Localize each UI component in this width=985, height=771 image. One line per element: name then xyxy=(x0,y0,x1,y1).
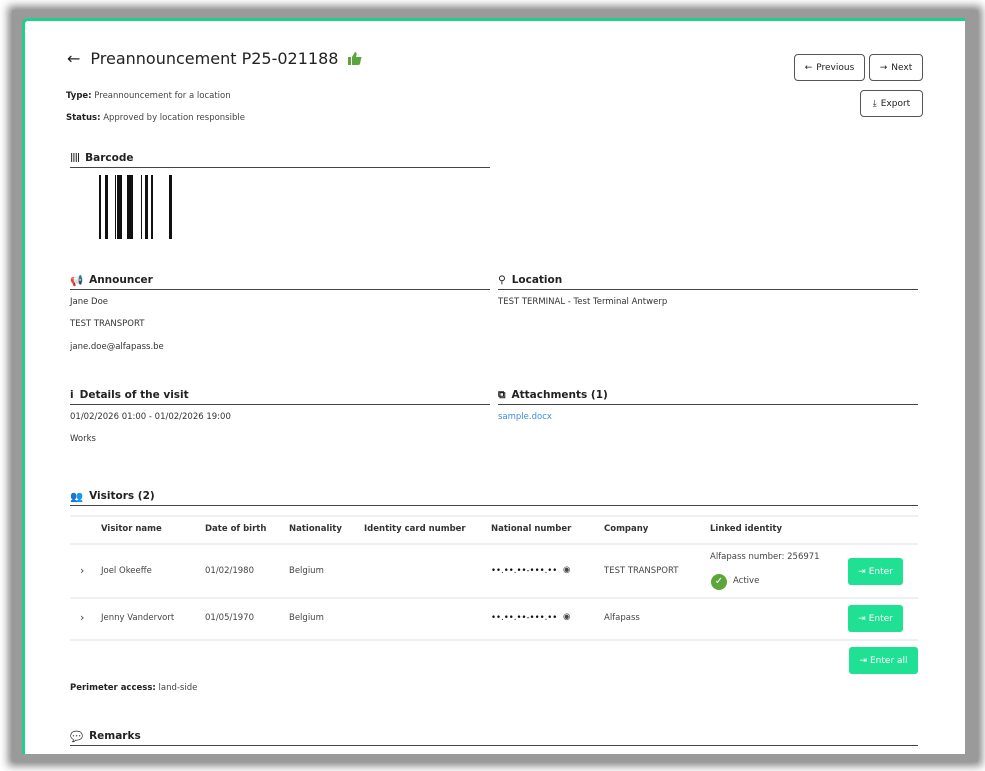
visitors-heading: 👥 Visitors (2) xyxy=(70,490,918,506)
divider xyxy=(70,543,918,545)
company: TEST TRANSPORT xyxy=(604,566,679,576)
announcer-email: jane.doe@alfapass.be xyxy=(70,342,164,352)
previous-button[interactable]: ← Previous xyxy=(794,54,865,81)
linked-identity: Alfapass number: 256971 xyxy=(710,552,820,562)
page-header: ← Preannouncement P25-021188 xyxy=(67,49,362,68)
barcode-bar xyxy=(119,175,122,239)
details-heading: i Details of the visit xyxy=(70,389,490,405)
info-icon: i xyxy=(70,389,74,401)
col-national-number: National number xyxy=(491,524,572,534)
announcer-company: TEST TRANSPORT xyxy=(70,319,145,329)
perimeter-access: Perimeter access: land-side xyxy=(70,683,198,693)
visitor-name: Joel Okeeffe xyxy=(101,566,152,576)
barcode-bar xyxy=(115,175,116,239)
nationality: Belgium xyxy=(289,566,324,576)
expand-chevron-icon[interactable]: › xyxy=(80,564,85,577)
barcode-bar xyxy=(130,175,133,239)
location-value: TEST TERMINAL - Test Terminal Antwerp xyxy=(498,297,668,307)
files-icon: ⧉ xyxy=(498,388,506,401)
sign-in-icon: ⇥ xyxy=(858,566,866,577)
barcode-bar xyxy=(105,175,108,239)
sign-in-icon: ⇥ xyxy=(859,655,867,666)
page-title: Preannouncement P25-021188 xyxy=(90,49,339,68)
barcode-bar xyxy=(145,175,148,239)
check-circle-icon: ✓ xyxy=(711,574,727,590)
thumbs-up-icon xyxy=(348,52,362,65)
attachments-heading: ⧉ Attachments (1) xyxy=(498,389,918,405)
col-linked-identity: Linked identity xyxy=(710,524,783,534)
barcode-bar xyxy=(170,175,172,239)
visitor-name: Jenny Vandervort xyxy=(101,613,175,623)
visit-period: 01/02/2026 01:00 - 01/02/2026 19:00 xyxy=(70,412,231,422)
barcode-bar xyxy=(99,175,101,239)
back-arrow-icon[interactable]: ← xyxy=(67,49,81,68)
comment-icon: 💬 xyxy=(70,730,84,743)
megaphone-icon: 📢 xyxy=(70,274,84,287)
sign-in-icon: ⇥ xyxy=(858,613,866,624)
users-icon: 👥 xyxy=(70,490,84,503)
date-of-birth: 01/05/1970 xyxy=(205,613,254,623)
detail-card xyxy=(22,18,965,754)
barcode-bar xyxy=(117,175,119,239)
divider xyxy=(70,639,918,641)
arrow-left-icon: ← xyxy=(804,62,813,73)
attachment-link[interactable]: sample.docx xyxy=(498,412,552,422)
barcode-heading: |||| Barcode xyxy=(70,152,490,168)
location-heading: ⚲ Location xyxy=(498,274,918,290)
announcer-name: Jane Doe xyxy=(70,297,109,307)
eye-icon[interactable]: ◉ xyxy=(563,565,571,575)
col-company: Company xyxy=(604,524,649,534)
enter-button[interactable]: ⇥ Enter xyxy=(848,605,903,632)
visit-purpose: Works xyxy=(70,434,96,444)
nationality: Belgium xyxy=(289,613,324,623)
expand-chevron-icon[interactable]: › xyxy=(80,611,85,624)
remarks-heading: 💬 Remarks xyxy=(70,730,918,746)
col-visitor-name: Visitor name xyxy=(101,524,162,534)
announcer-heading: 📢 Announcer xyxy=(70,274,490,290)
linked-status: Active xyxy=(733,576,760,586)
status-line: Status: Approved by location responsible xyxy=(66,113,245,123)
enter-all-button[interactable]: ⇥ Enter all xyxy=(849,647,918,674)
barcode-bar xyxy=(169,175,170,239)
national-number: ••.••.••-•••.•• xyxy=(491,613,558,623)
eye-icon[interactable]: ◉ xyxy=(563,612,571,622)
barcode-icon: |||| xyxy=(70,153,80,163)
divider xyxy=(70,597,918,599)
barcode-image xyxy=(99,175,172,239)
barcode-bar xyxy=(141,175,142,239)
company: Alfapass xyxy=(604,613,640,623)
download-icon: ⤓ xyxy=(872,98,877,109)
col-date-of-birth: Date of birth xyxy=(205,524,267,534)
export-button[interactable]: ⤓ Export xyxy=(860,90,923,117)
barcode-bar xyxy=(127,175,130,239)
national-number: ••.••.••-•••.•• xyxy=(491,566,558,576)
enter-button[interactable]: ⇥ Enter xyxy=(848,558,903,585)
arrow-right-icon: → xyxy=(879,62,888,73)
date-of-birth: 01/02/1980 xyxy=(205,566,254,576)
type-line: Type: Preannouncement for a location xyxy=(66,91,231,101)
next-button[interactable]: → Next xyxy=(869,54,923,81)
col-nationality: Nationality xyxy=(289,524,342,534)
divider xyxy=(70,515,918,517)
col-identity-card: Identity card number xyxy=(364,524,466,534)
barcode-bar xyxy=(151,175,153,239)
map-pin-icon: ⚲ xyxy=(498,274,506,286)
